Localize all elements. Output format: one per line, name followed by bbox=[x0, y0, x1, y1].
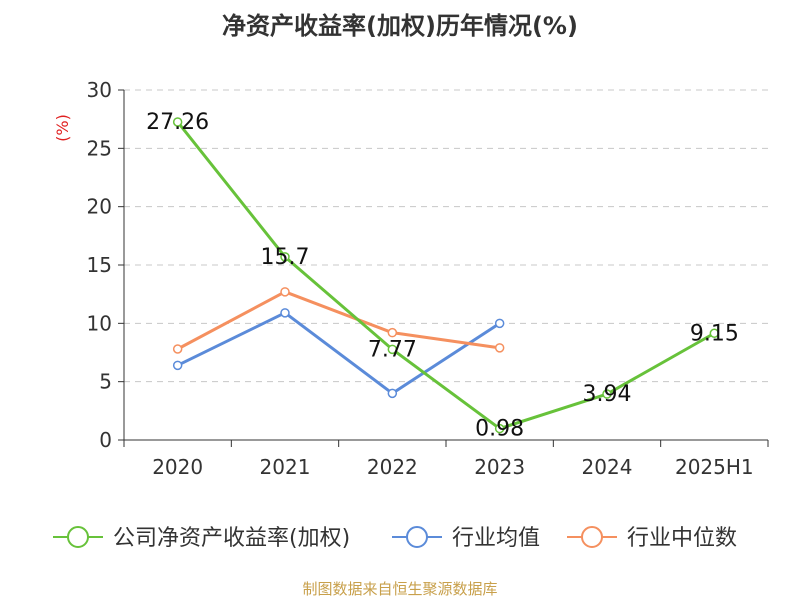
legend-marker bbox=[406, 526, 428, 548]
legend-label: 行业均值 bbox=[452, 526, 540, 551]
data-point bbox=[494, 343, 505, 353]
y-tick-label: 10 bbox=[87, 311, 112, 335]
y-axis-label: (%) bbox=[53, 114, 72, 142]
data-point bbox=[387, 344, 398, 355]
data-label: 3.94 bbox=[583, 382, 632, 407]
x-tick-label: 2023 bbox=[474, 455, 525, 479]
data-label: 0.98 bbox=[475, 417, 524, 442]
data-point bbox=[172, 344, 183, 354]
legend-marker bbox=[581, 526, 603, 548]
data-point bbox=[387, 388, 398, 399]
x-tick-label: 2020 bbox=[152, 455, 203, 479]
chart-title: 净资产收益率(加权)历年情况(%) bbox=[222, 12, 578, 40]
data-point bbox=[280, 252, 290, 262]
series-line bbox=[176, 121, 716, 431]
y-tick-label: 15 bbox=[87, 253, 112, 277]
data-point bbox=[172, 117, 183, 127]
legend-label: 行业中位数 bbox=[627, 526, 737, 551]
legend: 公司净资产收益率(加权) 行业均值 行业中位数 bbox=[53, 526, 737, 551]
series bbox=[172, 117, 720, 434]
data-labels: 27.26 15.7 7.77 0.98 3.94 9.15 bbox=[146, 110, 739, 442]
data-label: 27.26 bbox=[146, 110, 209, 135]
series-line bbox=[177, 311, 501, 395]
data-point bbox=[172, 360, 183, 371]
y-tick-label: 30 bbox=[87, 78, 112, 102]
data-point bbox=[494, 423, 505, 434]
x-tick-label: 2024 bbox=[582, 455, 633, 479]
y-tick-label: 20 bbox=[87, 195, 112, 219]
y-tick-label: 5 bbox=[99, 370, 112, 394]
data-label: 7.77 bbox=[368, 337, 417, 362]
x-tick-label: 2022 bbox=[367, 455, 418, 479]
legend-label: 公司净资产收益率(加权) bbox=[113, 526, 350, 551]
y-tick-label: 0 bbox=[99, 428, 112, 452]
axes: 0 5 10 15 20 25 30 (%) 2020 2021 2022 2023 2024 2025H… bbox=[53, 78, 769, 479]
legend-marker bbox=[67, 526, 89, 548]
source-footer: 制图数据来自恒生聚源数据库 bbox=[302, 580, 498, 598]
data-point bbox=[709, 328, 720, 338]
series-line bbox=[176, 290, 500, 351]
data-label: 15.7 bbox=[261, 245, 310, 270]
x-tick-label: 2021 bbox=[260, 455, 311, 479]
data-point bbox=[494, 318, 505, 329]
grid-lines bbox=[124, 89, 768, 383]
data-label: 9.15 bbox=[690, 321, 739, 346]
y-tick-label: 25 bbox=[87, 136, 112, 160]
data-point bbox=[602, 389, 612, 399]
data-point bbox=[387, 327, 398, 338]
data-point bbox=[280, 308, 290, 318]
data-point bbox=[280, 287, 290, 297]
x-tick-label: 2025H1 bbox=[675, 455, 754, 479]
